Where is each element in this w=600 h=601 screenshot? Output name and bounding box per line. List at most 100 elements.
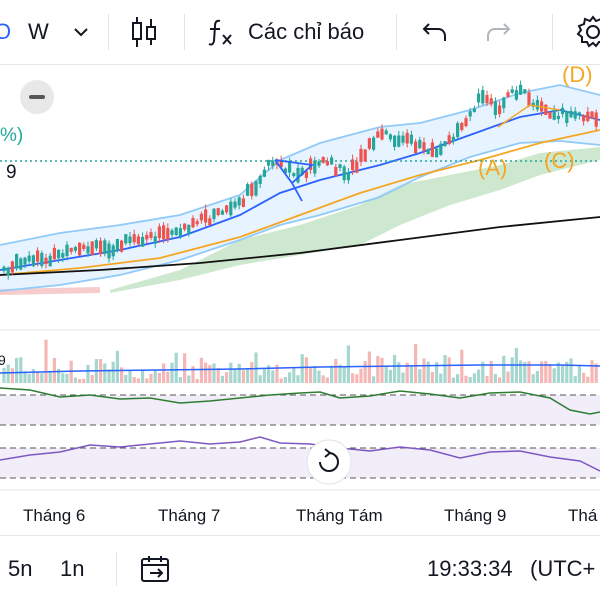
candle-body	[166, 228, 170, 240]
candle-body	[351, 159, 355, 171]
candle-body	[183, 223, 187, 230]
reset-chart-button[interactable]	[306, 439, 352, 485]
candle-body	[141, 236, 145, 247]
candle-body	[594, 112, 598, 127]
volume-bar	[241, 370, 245, 383]
candle-body	[456, 123, 460, 138]
volume-bar	[178, 377, 182, 383]
candle-body	[220, 210, 224, 215]
candle-body	[99, 240, 103, 255]
collapse-minus-button[interactable]	[20, 80, 54, 114]
volume-bar	[506, 371, 510, 383]
volume-bar	[422, 358, 426, 383]
candle-body	[552, 110, 556, 120]
x-axis-label: Thá	[568, 506, 598, 525]
volume-bar	[561, 365, 565, 383]
volume-bar	[325, 377, 329, 383]
volume-bar	[157, 372, 161, 383]
candle-body	[418, 139, 422, 149]
candle-body	[405, 132, 409, 144]
candle-body	[212, 208, 216, 219]
ichimoku-cloud	[110, 147, 600, 293]
volume-bar	[65, 373, 69, 383]
volume-bar	[464, 375, 468, 383]
candle-body	[367, 138, 371, 149]
volume-bar	[540, 361, 544, 383]
candle-body	[246, 184, 250, 196]
candle-body	[430, 142, 434, 157]
indicators-button[interactable]: Các chỉ báo	[248, 19, 365, 44]
volume-bar	[174, 352, 178, 383]
candle-body	[388, 134, 392, 140]
volume-bar	[548, 364, 552, 383]
legend-pct-fragment: %)	[0, 125, 23, 146]
volume-bar	[456, 374, 460, 383]
volume-bar	[195, 378, 199, 383]
candle-body	[57, 249, 61, 259]
volume-bar	[111, 361, 115, 383]
timezone-button[interactable]: (UTC+	[530, 555, 596, 581]
chevron-down-icon[interactable]	[74, 0, 88, 64]
candle-body	[565, 111, 569, 123]
candle-body	[136, 236, 140, 245]
candle-body	[573, 111, 577, 119]
candle-body	[65, 244, 69, 257]
candle-body	[6, 267, 10, 276]
candle-body	[107, 243, 111, 259]
volume-bar	[313, 365, 317, 383]
ma-black-line	[0, 216, 600, 276]
candle-body	[36, 250, 40, 262]
candle-body	[174, 227, 178, 236]
volume-bar	[82, 378, 86, 383]
settings-gear-icon[interactable]	[576, 0, 600, 64]
candle-body	[330, 157, 334, 165]
fx-icon[interactable]	[206, 0, 236, 64]
candle-body	[561, 107, 565, 115]
candle-body	[229, 201, 233, 216]
undo-icon[interactable]	[422, 0, 448, 64]
price-chart[interactable]: (A) (C) (D) %) 9 9 Tháng 6 Tháng 7 Tháng…	[0, 65, 600, 535]
volume-bar	[430, 372, 434, 383]
candle-body	[409, 134, 413, 144]
interval-button[interactable]: W	[28, 19, 49, 44]
volume-bar	[355, 374, 359, 383]
candle-body	[384, 130, 388, 135]
redo-icon[interactable]	[485, 0, 511, 64]
volume-bar	[107, 369, 111, 383]
volume-bar	[48, 371, 52, 383]
volume-bar	[468, 377, 472, 383]
volume-bar	[145, 378, 149, 383]
legend-nine-fragment: 9	[6, 162, 17, 183]
candle-body	[27, 255, 31, 262]
clock-time: 19:33:34	[427, 555, 513, 581]
candle-body	[439, 143, 443, 155]
bottom-bar: 5n 1n 19:33:34 (UTC+	[0, 535, 600, 601]
x-axis-label: Tháng 6	[23, 506, 85, 525]
volume-bar	[187, 375, 191, 383]
volume-bar	[577, 365, 581, 383]
candles-group	[2, 80, 598, 280]
candle-body	[527, 92, 531, 106]
volume-bar	[103, 363, 107, 383]
candle-body	[178, 228, 182, 237]
candle-body	[435, 148, 439, 158]
volume-bar	[565, 361, 569, 383]
candlestick-icon[interactable]	[130, 0, 158, 64]
candle-body	[187, 224, 191, 235]
candle-body	[577, 112, 581, 116]
drawing-triangle[interactable]	[274, 159, 315, 185]
candle-body	[31, 255, 35, 267]
candle-body	[23, 257, 27, 265]
timeframe-5n[interactable]: 5n	[8, 555, 33, 581]
drawing-line[interactable]	[291, 182, 303, 202]
timeframe-1n[interactable]: 1n	[60, 555, 85, 581]
volume-bar	[57, 368, 61, 383]
volume-bar	[317, 370, 321, 383]
volume-bar	[136, 378, 140, 383]
volume-bar	[397, 362, 401, 383]
volume-bar	[309, 366, 313, 383]
calendar-goto-icon[interactable]	[140, 536, 172, 601]
volume-bar	[510, 357, 514, 383]
symbol-partial[interactable]: O	[0, 19, 12, 44]
candle-body	[422, 142, 426, 151]
